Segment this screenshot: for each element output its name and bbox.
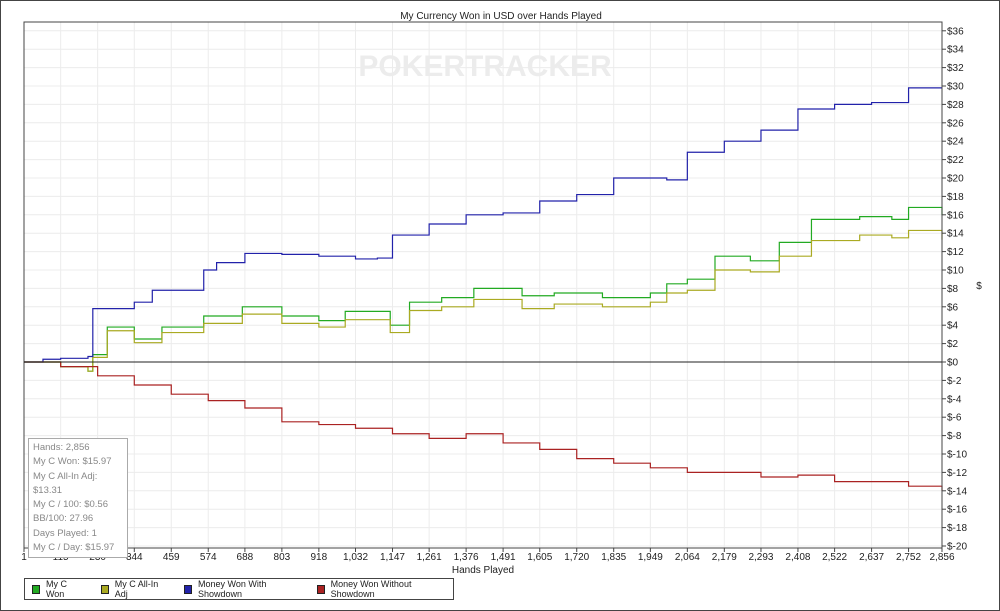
y-tick-label: $26	[947, 118, 964, 129]
y-tick-label: $32	[947, 63, 964, 74]
x-tick-label: 2,179	[712, 552, 737, 563]
series-line-1	[24, 229, 943, 372]
x-tick-label: 574	[200, 552, 217, 563]
stat-allin-adj: My C All-In Adj: $13.31	[33, 470, 98, 496]
x-tick-label: 1,261	[417, 552, 442, 563]
y-tick-label: $-4	[947, 394, 962, 405]
y-tick-label: $6	[947, 302, 959, 313]
y-tick-label: $-16	[947, 505, 967, 516]
x-tick-label: 1,605	[527, 552, 552, 563]
legend-swatch	[183, 584, 193, 594]
x-tick-label: 1,491	[491, 552, 516, 563]
y-tick-label: $30	[947, 82, 964, 93]
y-tick-label: $34	[947, 45, 964, 56]
stat-won: My C Won: $15.97	[33, 456, 112, 468]
x-tick-label: 1	[21, 552, 27, 563]
watermark-logo: POKERTRACKER	[358, 50, 612, 83]
y-tick-label: $4	[947, 321, 959, 332]
stat-bb-100: BB/100: 27.96	[33, 513, 94, 525]
y-tick-label: $24	[947, 137, 964, 148]
y-tick-label: $-8	[947, 431, 962, 442]
x-tick-label: 2,293	[748, 552, 773, 563]
y-axis-label: $	[976, 281, 982, 292]
stats-box: Hands: 2,856 My C Won: $15.97 My C All-I…	[28, 438, 128, 559]
stat-per-100: My C / 100: $0.56	[33, 499, 108, 511]
y-tick-label: $-6	[947, 413, 962, 424]
legend: My C Won My C All-In Adj Money Won With Sh…	[24, 578, 454, 600]
y-tick-label: $-14	[947, 486, 967, 497]
stat-per-day: My C / Day: $15.97	[33, 542, 115, 554]
y-tick-label: $-12	[947, 468, 967, 479]
plot-area-border	[23, 21, 943, 549]
y-tick-label: $20	[947, 174, 964, 185]
stat-days: Days Played: 1	[33, 527, 97, 539]
x-tick-label: 459	[163, 552, 180, 563]
y-tick-label: $-18	[947, 523, 967, 534]
x-tick-label: 1,835	[601, 552, 626, 563]
x-tick-label: 344	[126, 552, 143, 563]
x-tick-label: 2,064	[675, 552, 700, 563]
x-tick-label: 1,720	[564, 552, 589, 563]
y-tick-label: $22	[947, 155, 964, 166]
y-tick-label: $28	[947, 100, 964, 111]
y-tick-label: $12	[947, 247, 964, 258]
x-tick-label: 1,032	[343, 552, 368, 563]
series-line-2	[24, 87, 942, 363]
y-tick-label: $8	[947, 284, 959, 295]
y-tick-label: $0	[947, 358, 959, 369]
x-tick-label: 803	[274, 552, 291, 563]
x-tick-label: 688	[237, 552, 254, 563]
legend-swatch	[32, 584, 40, 594]
legend-label: My C Won	[45, 579, 67, 599]
x-tick-label: 1,949	[638, 552, 663, 563]
x-tick-label: 2,522	[822, 552, 847, 563]
chart-title: My Currency Won in USD over Hands Played	[400, 11, 602, 22]
legend-swatch	[316, 584, 325, 594]
legend-item: Money Won With Showdown	[183, 579, 298, 599]
legend-swatch	[100, 584, 109, 594]
x-tick-label: 2,856	[929, 552, 954, 563]
series-line-3	[24, 361, 943, 491]
legend-item: Money Won Without Showdown	[316, 579, 441, 599]
y-tick-label: $-2	[947, 376, 962, 387]
y-tick-label: $2	[947, 339, 959, 350]
x-tick-label: 1,147	[380, 552, 405, 563]
legend-label: Money Won With Showdown	[198, 579, 267, 599]
stat-hands: Hands: 2,856	[33, 442, 90, 453]
x-tick-label: 2,637	[859, 552, 884, 563]
legend-label: Money Won Without Showdown	[330, 579, 412, 599]
y-tick-label: $14	[947, 229, 964, 240]
x-tick-label: 2,752	[896, 552, 921, 563]
series-line-0	[24, 206, 943, 372]
y-tick-label: $18	[947, 192, 964, 203]
legend-label: My C All-In Adj	[114, 579, 159, 599]
y-tick-label: $-20	[947, 542, 967, 553]
y-tick-label: $36	[947, 26, 964, 37]
y-tick-label: $-10	[947, 450, 967, 461]
legend-item: My C Won	[32, 579, 82, 599]
x-tick-label: 2,408	[785, 552, 810, 563]
x-tick-label: 918	[311, 552, 328, 563]
y-tick-label: $10	[947, 266, 964, 277]
x-tick-label: 1,376	[454, 552, 479, 563]
legend-item: My C All-In Adj	[100, 579, 165, 599]
x-axis-label: Hands Played	[452, 565, 514, 576]
y-tick-label: $16	[947, 210, 964, 221]
